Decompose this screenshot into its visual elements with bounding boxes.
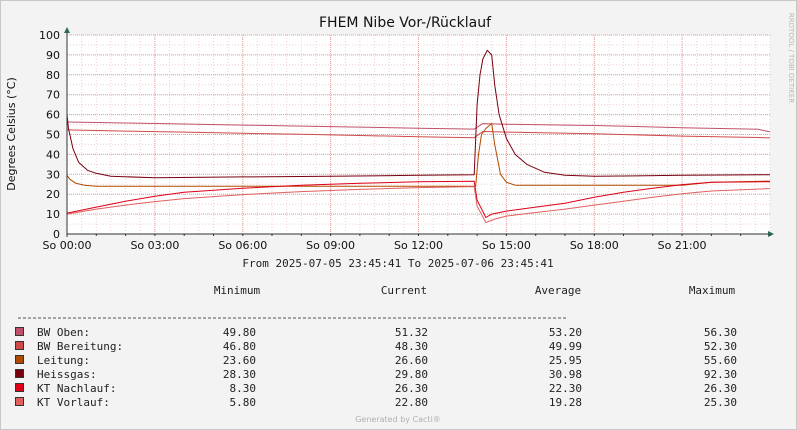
legend-swatch — [15, 383, 24, 392]
legend-header-current: Current — [381, 284, 427, 297]
y-tick-label: 30 — [46, 168, 60, 181]
legend-header-average: Average — [535, 284, 581, 297]
legend-swatch — [15, 327, 24, 336]
x-tick-labels: So 00:00 So 03:00 So 06:00 So 09:00 So 12:00… — [43, 239, 707, 252]
y-tick-labels: 0 10 20 30 40 50 60 70 80 90 100 — [39, 29, 60, 241]
legend-series-name: KT Nachlauf: — [37, 382, 116, 395]
legend-header-minimum: Minimum — [214, 284, 261, 297]
legend-swatch — [15, 355, 24, 364]
rrdtool-watermark: RRDTOOL / TOBI OETIKER — [787, 13, 795, 103]
legend-average-value: 30.98 — [549, 368, 582, 381]
legend-maximum-value: 26.30 — [704, 382, 737, 395]
series-line — [66, 180, 771, 218]
legend-minimum-value: 49.80 — [223, 326, 256, 339]
legend: BW Oben: 49.80 51.32 53.20 56.30 BW Bereitung… — [15, 326, 737, 409]
legend-maximum-value: 25.30 — [704, 396, 737, 409]
series-line — [66, 122, 771, 187]
y-tick-label: 10 — [46, 208, 60, 221]
legend-average-value: 19.28 — [549, 396, 582, 409]
y-axis-label: Degrees Celsius (°C) — [5, 77, 18, 191]
y-tick-label: 100 — [39, 29, 60, 42]
legend-average-value: 53.20 — [549, 326, 582, 339]
series-line — [66, 186, 771, 223]
legend-series-name: BW Oben: — [37, 326, 90, 339]
legend-header-maximum: Maximum — [689, 284, 736, 297]
y-tick-label: 80 — [46, 69, 60, 82]
legend-average-value: 49.99 — [549, 340, 582, 353]
y-axis-arrow — [64, 27, 70, 33]
x-tick-label: So 03:00 — [130, 239, 179, 252]
legend-minimum-value: 23.60 — [223, 354, 256, 367]
legend-swatch — [15, 397, 24, 406]
y-tick-label: 20 — [46, 188, 60, 201]
legend-swatch — [15, 369, 24, 378]
legend-minimum-value: 8.30 — [230, 382, 257, 395]
legend-maximum-value: 92.30 — [704, 368, 737, 381]
x-tick-label: So 18:00 — [570, 239, 619, 252]
legend-current-value: 26.60 — [395, 354, 428, 367]
y-tick-label: 90 — [46, 49, 60, 62]
legend-maximum-value: 56.30 — [704, 326, 737, 339]
x-tick-label: So 00:00 — [43, 239, 92, 252]
series-line — [66, 49, 771, 179]
x-tick-label: So 21:00 — [658, 239, 707, 252]
legend-maximum-value: 52.30 — [704, 340, 737, 353]
generated-by-credit: Generated by Cacti® — [355, 415, 441, 424]
legend-minimum-value: 46.80 — [223, 340, 256, 353]
legend-maximum-value: 55.60 — [704, 354, 737, 367]
x-tick-label: So 06:00 — [218, 239, 267, 252]
legend-series-name: Heissgas: — [37, 368, 97, 381]
legend-swatch — [15, 341, 24, 350]
grid — [66, 34, 771, 235]
series-line — [66, 129, 771, 139]
legend-current-value: 51.32 — [395, 326, 428, 339]
x-tick-label: So 12:00 — [394, 239, 443, 252]
x-tick-label: So 09:00 — [306, 239, 355, 252]
y-tick-label: 70 — [46, 89, 60, 102]
series-line — [66, 121, 771, 133]
legend-average-value: 25.95 — [549, 354, 582, 367]
legend-current-value: 26.30 — [395, 382, 428, 395]
x-axis-arrow — [768, 231, 774, 237]
legend-average-value: 22.30 — [549, 382, 582, 395]
chart-title: FHEM Nibe Vor-/Rücklauf — [319, 15, 492, 31]
y-tick-label: 50 — [46, 129, 60, 142]
legend-series-name: BW Bereitung: — [37, 340, 123, 353]
legend-minimum-value: 28.30 — [223, 368, 256, 381]
legend-current-value: 29.80 — [395, 368, 428, 381]
y-tick-label: 40 — [46, 148, 60, 161]
x-tick-label: So 15:00 — [482, 239, 531, 252]
legend-series-name: KT Vorlauf: — [37, 396, 110, 409]
y-tick-label: 60 — [46, 109, 60, 122]
legend-current-value: 22.80 — [395, 396, 428, 409]
legend-current-value: 48.30 — [395, 340, 428, 353]
time-range-caption: From 2025-07-05 23:45:41 To 2025-07-06 2… — [242, 257, 553, 270]
series-lines — [66, 49, 771, 223]
legend-minimum-value: 5.80 — [230, 396, 257, 409]
axes — [64, 27, 774, 237]
y-tick-label: 0 — [53, 228, 60, 241]
legend-series-name: Leitung: — [37, 354, 90, 367]
